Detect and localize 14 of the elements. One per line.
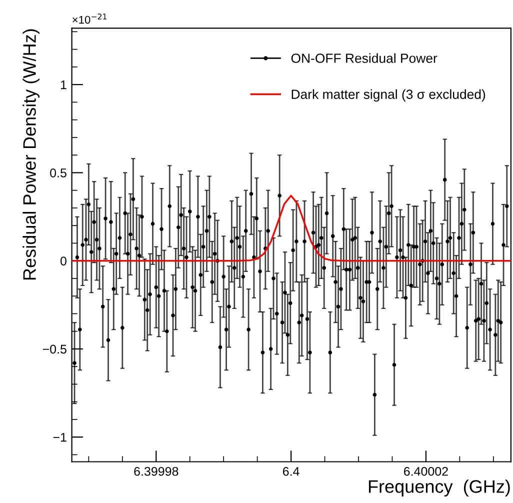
y-tick-label: 1 (60, 80, 66, 90)
x-tick-label: 6.40002 (404, 466, 448, 476)
legend-label: Dark matter signal (3 σ excluded) (292, 89, 486, 102)
legend-label: ON-OFF Residual Power (291, 53, 438, 63)
y-tick-label: −0.5 (42, 344, 66, 354)
y-tick-label: 0 (60, 256, 66, 266)
x-axis-title: Frequency (GHz) (368, 480, 510, 496)
text: ×10$^{−21}$ (72, 14, 106, 24)
x-tick-label: 6.39998 (134, 466, 178, 476)
y-tick-label: 0.5 (50, 168, 66, 178)
y-axis-title: Residual Power Density (W/Hz) (22, 29, 40, 280)
y-tick-label: −1 (53, 433, 66, 442)
line-series (72, 194, 511, 262)
x-tick-label: 6.4 (282, 466, 300, 476)
